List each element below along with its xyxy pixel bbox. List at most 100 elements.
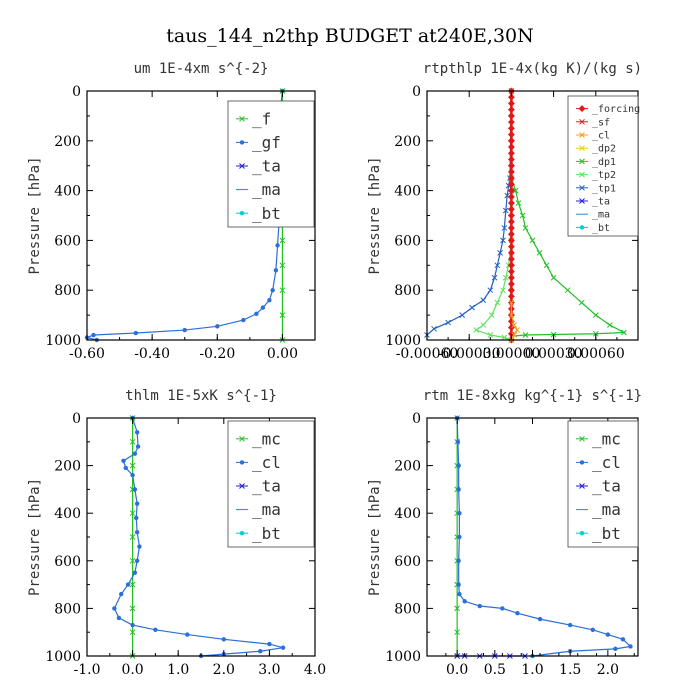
data-point-tp2 bbox=[473, 327, 480, 333]
data-point-mc bbox=[129, 438, 136, 445]
data-point-forcing bbox=[507, 131, 515, 138]
data-point-cl bbox=[508, 299, 515, 306]
data-point-forcing bbox=[507, 193, 515, 201]
data-point-cl bbox=[134, 515, 139, 521]
legend: _mc _cl _ta _ma _bt bbox=[227, 420, 315, 548]
y-tick-label: 600 bbox=[394, 233, 421, 249]
data-point-cl bbox=[456, 463, 461, 468]
x-tick-label: -0.00030 bbox=[438, 346, 501, 362]
x-tick-label: 1.0 bbox=[167, 662, 189, 678]
data-point-dp1 bbox=[522, 332, 529, 338]
panel-1: um 1E-4xm s^{-2} Pressure [hPa] -0.60 -0.40… bbox=[27, 61, 316, 362]
data-point-cl bbox=[457, 591, 462, 597]
x-tick-label: 4.0 bbox=[304, 662, 326, 678]
y-axis-label: Pressure [hPa] bbox=[367, 156, 383, 274]
panel-3: thlm 1E-5xK s^{-1} Pressure [hPa] -1.0 0.0 1… bbox=[27, 388, 326, 678]
data-point-tp1 bbox=[459, 312, 466, 318]
series-group bbox=[112, 415, 286, 659]
data-point-tp1 bbox=[431, 325, 437, 332]
legend-marker bbox=[239, 531, 245, 536]
data-point-cl bbox=[477, 603, 482, 609]
data-point-cl bbox=[119, 591, 124, 597]
data-point-dp1 bbox=[529, 237, 536, 244]
legend-marker bbox=[239, 163, 245, 169]
data-point-dp1 bbox=[519, 212, 526, 219]
data-point-tp2 bbox=[500, 287, 506, 294]
data-point-dp1 bbox=[536, 249, 543, 256]
legend-marker bbox=[579, 531, 585, 536]
data-point-tp1 bbox=[501, 225, 508, 231]
y-tick-label: 1000 bbox=[385, 333, 421, 349]
x-tick-label: 2.0 bbox=[597, 662, 619, 678]
data-point-tp1 bbox=[494, 262, 501, 269]
legend-entry: _tp2 bbox=[592, 170, 616, 181]
y-tick-label: 0 bbox=[412, 84, 421, 100]
data-point-tp1 bbox=[487, 287, 494, 294]
legend-box bbox=[227, 420, 315, 548]
data-point-dp1 bbox=[607, 322, 613, 328]
data-point-cl bbox=[185, 632, 190, 637]
data-point-dp1 bbox=[515, 200, 522, 206]
data-point-gf bbox=[273, 268, 279, 273]
legend-entry: _bt bbox=[252, 204, 281, 223]
y-axis-label: Pressure [hPa] bbox=[27, 478, 43, 596]
data-point-tp2 bbox=[501, 334, 508, 341]
data-point-dp1 bbox=[592, 312, 599, 318]
data-point-forcing bbox=[507, 286, 515, 294]
data-point-gf bbox=[91, 332, 96, 338]
legend-marker bbox=[239, 483, 245, 489]
data-point-cl bbox=[620, 637, 626, 642]
data-point-cl bbox=[267, 641, 272, 647]
data-point-cl bbox=[130, 472, 135, 478]
data-point-gf bbox=[254, 311, 259, 317]
data-point-cl bbox=[280, 645, 286, 650]
data-point-cl bbox=[567, 622, 573, 628]
data-point-cl bbox=[116, 615, 122, 621]
legend-entry: _ta bbox=[592, 197, 610, 208]
panel-title: um 1E-4xm s^{-2} bbox=[134, 61, 269, 77]
legend-marker bbox=[579, 435, 585, 442]
legend-marker bbox=[579, 184, 585, 191]
x-tick-label: 0.00060 bbox=[567, 346, 625, 362]
data-point-dp1 bbox=[578, 299, 585, 306]
data-point-forcing bbox=[507, 205, 515, 213]
data-point-forcing bbox=[507, 224, 515, 232]
data-point-forcing bbox=[507, 143, 515, 151]
legend-marker bbox=[579, 171, 585, 178]
data-point-dp1 bbox=[522, 225, 529, 231]
chart-panels: um 1E-4xm s^{-2} Pressure [hPa] -0.60 -0.40… bbox=[27, 61, 642, 678]
legend-entry: _tp1 bbox=[592, 183, 616, 194]
data-point-mc bbox=[129, 629, 136, 636]
data-point-cl bbox=[135, 444, 141, 449]
y-tick-label: 600 bbox=[394, 554, 421, 570]
legend-entry: _ta bbox=[252, 157, 281, 176]
legend-marker bbox=[579, 460, 585, 465]
data-point-mc bbox=[129, 605, 136, 612]
data-point-cl bbox=[456, 487, 461, 492]
legend-marker bbox=[579, 158, 585, 165]
legend-marker bbox=[239, 140, 245, 145]
data-point-mc bbox=[129, 462, 136, 469]
data-point-forcing bbox=[507, 168, 515, 176]
data-point-gf bbox=[260, 305, 266, 310]
legend-marker bbox=[579, 225, 585, 230]
legend-entry: _ma bbox=[592, 210, 610, 221]
data-point-cl bbox=[457, 511, 462, 516]
x-tick-label: 0.00 bbox=[267, 346, 298, 362]
y-tick-label: 600 bbox=[54, 233, 81, 249]
y-tick-label: 800 bbox=[394, 601, 421, 617]
data-point-cl bbox=[613, 646, 618, 652]
legend-entry: _cl bbox=[592, 131, 610, 142]
data-point-cl bbox=[456, 582, 461, 587]
data-point-cl bbox=[590, 627, 595, 633]
series-line-dp1 bbox=[510, 177, 627, 337]
data-point-dp1 bbox=[621, 329, 627, 336]
data-point-forcing bbox=[507, 280, 515, 288]
data-point-tp1 bbox=[502, 207, 509, 214]
y-tick-label: 400 bbox=[54, 506, 81, 522]
y-tick-label: 0 bbox=[412, 411, 421, 427]
legend: _f _gf _ta _ma _bt bbox=[227, 100, 315, 228]
data-point-forcing bbox=[507, 156, 515, 163]
data-point-cl bbox=[508, 312, 515, 318]
data-point-forcing bbox=[507, 218, 515, 226]
